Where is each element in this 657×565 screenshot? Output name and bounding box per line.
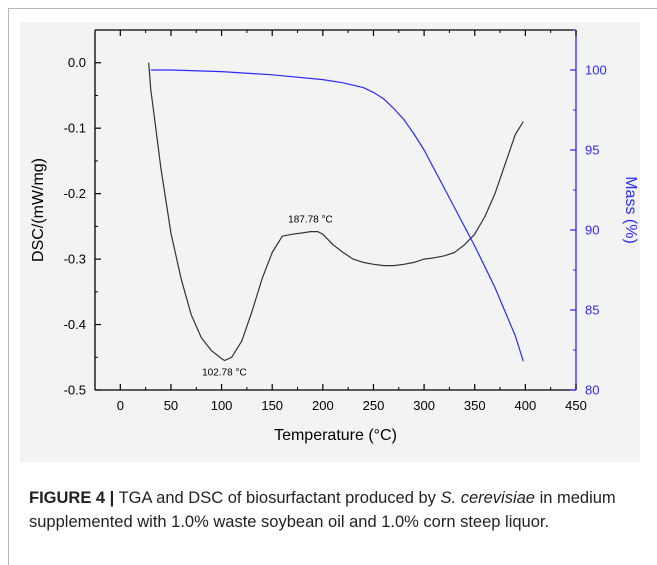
y-left-tick-label: -0.4 xyxy=(64,317,86,332)
series-group xyxy=(149,63,524,362)
figure-label: FIGURE 4 | xyxy=(29,489,114,507)
tga-dsc-chart: 0 50 100 150 200 250 300 350 400 450 0.0 -0.1 -0.2 -0… xyxy=(20,22,640,462)
caption-text-1: TGA and DSC of biosurfactant produced by xyxy=(114,489,440,507)
caption-species: S. cerevisiae xyxy=(441,489,535,507)
axes-group: 0 50 100 150 200 250 300 350 400 450 0.0 -0.1 -0.2 -0… xyxy=(64,30,607,413)
dsc-line xyxy=(149,63,524,361)
x-tick-label: 150 xyxy=(261,398,283,413)
y-left-tick-label: -0.1 xyxy=(64,121,86,136)
y-right-tick-label: 90 xyxy=(585,223,599,238)
x-tick-label: 300 xyxy=(413,398,435,413)
y-right-tick-label: 95 xyxy=(585,143,599,158)
x-tick-label: 50 xyxy=(164,398,178,413)
x-tick-label: 200 xyxy=(312,398,334,413)
x-tick-label: 0 xyxy=(117,398,124,413)
y-left-axis-title: DSC/(mW/mg) xyxy=(30,158,47,262)
x-tick-label: 450 xyxy=(565,398,587,413)
y-right-tick-label: 100 xyxy=(585,63,607,78)
x-axis-title: Temperature (°C) xyxy=(274,427,397,444)
y-left-tick-label: -0.5 xyxy=(64,383,86,398)
y-right-tick-label: 85 xyxy=(585,303,599,318)
mass-line xyxy=(151,70,524,361)
x-tick-label: 250 xyxy=(363,398,385,413)
x-tick-label: 350 xyxy=(464,398,486,413)
x-tick-label: 100 xyxy=(211,398,233,413)
y-left-tick-label: -0.2 xyxy=(64,186,86,201)
x-tick-label: 400 xyxy=(515,398,537,413)
y-left-tick-label: 0.0 xyxy=(68,55,86,70)
peak-annotation: 187.78 °C xyxy=(288,215,333,226)
y-right-axis-title: Mass (%) xyxy=(622,176,639,244)
y-right-tick-label: 80 xyxy=(585,383,599,398)
y-left-tick-label: -0.3 xyxy=(64,252,86,267)
figure-caption: FIGURE 4 | TGA and DSC of biosurfactant … xyxy=(29,486,639,534)
peak-annotation: 102.78 °C xyxy=(202,368,247,379)
